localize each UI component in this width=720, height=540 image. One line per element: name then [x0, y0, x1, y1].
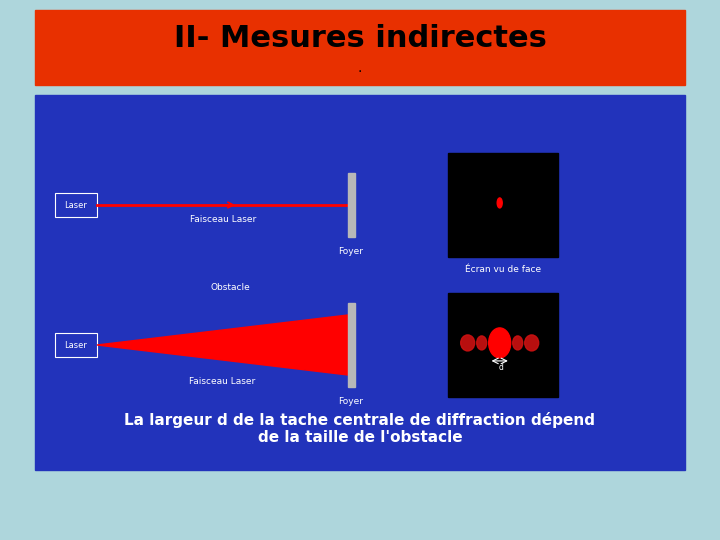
Bar [348, 173, 355, 237]
Bar [448, 293, 558, 397]
Text: d: d [498, 363, 503, 373]
Ellipse shape [477, 336, 487, 350]
Text: La largeur d de la tache centrale de diffraction dépend: La largeur d de la tache centrale de dif… [125, 412, 595, 428]
Text: Foyer: Foyer [338, 247, 364, 256]
Text: de la taille de l'obstacle: de la taille de l'obstacle [258, 430, 462, 445]
Ellipse shape [498, 198, 503, 208]
Ellipse shape [513, 336, 523, 350]
Text: Faisceau Laser: Faisceau Laser [190, 214, 256, 224]
Ellipse shape [461, 335, 474, 351]
Text: Obstacle: Obstacle [210, 282, 250, 292]
Text: Laser: Laser [65, 341, 87, 349]
Bar [35, 10, 685, 85]
Text: Écran vu de face: Écran vu de face [465, 265, 541, 274]
Text: Foyer: Foyer [338, 397, 364, 406]
Text: II- Mesures indirectes: II- Mesures indirectes [174, 24, 546, 53]
Text: Faisceau Laser: Faisceau Laser [189, 376, 256, 386]
Text: .: . [358, 62, 362, 76]
Bar [55, 193, 97, 217]
Text: Laser: Laser [65, 200, 87, 210]
Ellipse shape [525, 335, 539, 351]
Polygon shape [97, 315, 348, 375]
Bar [348, 303, 355, 387]
Bar [448, 153, 558, 257]
Bar [35, 95, 685, 470]
Ellipse shape [489, 328, 510, 358]
Bar [55, 333, 97, 357]
